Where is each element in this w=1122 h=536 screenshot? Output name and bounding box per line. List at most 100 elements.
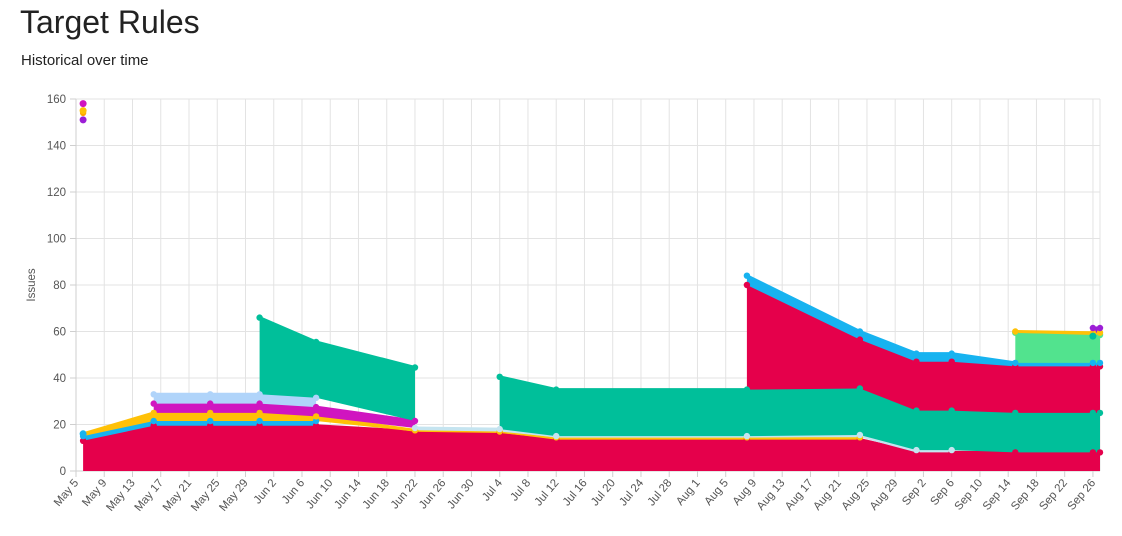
point-series-4 bbox=[1012, 409, 1019, 417]
point-series-0 bbox=[256, 422, 263, 429]
extra-point bbox=[79, 107, 87, 115]
point-series-3 bbox=[743, 432, 751, 440]
x-tick-label: Jul 16 bbox=[561, 477, 590, 508]
x-tick-label: Sep 10 bbox=[953, 477, 986, 513]
x-tick-label: Jul 4 bbox=[480, 477, 505, 504]
point-series-9 bbox=[743, 281, 751, 289]
point-series-3 bbox=[856, 431, 864, 439]
x-tick-label: Sep 26 bbox=[1066, 477, 1099, 513]
point-series-9 bbox=[948, 358, 955, 365]
area-series-9 bbox=[746, 285, 1100, 413]
x-tick-label: Jul 20 bbox=[589, 477, 618, 508]
point-series-1 bbox=[150, 417, 157, 425]
page-subtitle: Historical over time bbox=[21, 52, 149, 69]
x-tick-label: Sep 2 bbox=[900, 477, 929, 508]
point-series-12 bbox=[1096, 329, 1104, 336]
y-tick-label: 160 bbox=[47, 94, 66, 106]
y-axis-label: Issues bbox=[26, 268, 38, 301]
x-tick-label: Jun 18 bbox=[361, 477, 392, 511]
x-tick-label: Jul 12 bbox=[533, 477, 562, 508]
point-series-8 bbox=[312, 338, 320, 346]
point-series-2 bbox=[207, 409, 214, 417]
point-series-10 bbox=[913, 350, 920, 357]
x-tick-label: May 13 bbox=[104, 477, 137, 514]
point-series-7 bbox=[256, 391, 263, 398]
point-series-10 bbox=[856, 328, 864, 335]
point-series-1 bbox=[207, 417, 214, 425]
point-series-13 bbox=[1089, 324, 1097, 332]
area-series-4 bbox=[499, 376, 1100, 453]
area-series-5 bbox=[153, 403, 415, 428]
chart-points bbox=[79, 100, 1104, 456]
y-tick-label: 40 bbox=[53, 373, 66, 385]
point-series-0 bbox=[1096, 449, 1104, 456]
x-tick-label: Sep 6 bbox=[928, 477, 957, 508]
point-series-4 bbox=[743, 386, 751, 393]
area-series-1 bbox=[83, 421, 317, 441]
area-series-11 bbox=[1015, 332, 1100, 363]
point-series-4 bbox=[913, 407, 920, 414]
point-series-4 bbox=[553, 386, 560, 393]
x-tick-label: Sep 22 bbox=[1037, 477, 1070, 513]
x-tick-label: May 17 bbox=[133, 477, 166, 514]
point-series-9 bbox=[856, 336, 864, 343]
x-tick-label: Jul 28 bbox=[646, 477, 675, 508]
y-tick-label: 80 bbox=[53, 280, 66, 292]
point-series-5 bbox=[312, 403, 320, 411]
x-tick-label: May 29 bbox=[217, 477, 250, 514]
point-series-3 bbox=[948, 446, 955, 454]
point-series-4 bbox=[1089, 409, 1097, 417]
point-series-5 bbox=[150, 400, 157, 407]
x-tick-label: May 21 bbox=[161, 477, 194, 514]
x-tick-label: Aug 17 bbox=[783, 477, 816, 513]
point-series-2 bbox=[312, 413, 320, 420]
point-series-10 bbox=[1096, 359, 1104, 367]
area-series-8 bbox=[259, 317, 415, 421]
point-series-1 bbox=[256, 417, 263, 425]
x-tick-label: Aug 1 bbox=[674, 477, 703, 508]
point-series-4 bbox=[856, 385, 864, 392]
point-series-0 bbox=[79, 437, 87, 444]
y-tick-label: 100 bbox=[47, 234, 66, 246]
x-tick-label: Sep 14 bbox=[981, 477, 1014, 513]
point-series-8 bbox=[411, 364, 419, 371]
y-tick-label: 60 bbox=[53, 327, 66, 339]
x-tick-label: Aug 9 bbox=[731, 477, 760, 508]
y-axis-ticks: 0 20 40 60 80 100 120 140 160 bbox=[47, 94, 66, 478]
x-tick-label: Aug 25 bbox=[840, 477, 873, 513]
point-series-7 bbox=[312, 394, 320, 401]
y-tick-label: 120 bbox=[47, 187, 66, 199]
point-series-0 bbox=[1089, 449, 1097, 456]
page-title: Target Rules bbox=[20, 4, 200, 40]
point-series-10 bbox=[1089, 359, 1097, 367]
point-series-7 bbox=[207, 391, 214, 398]
x-tick-label: Jul 24 bbox=[617, 477, 646, 509]
point-series-4 bbox=[1096, 409, 1104, 417]
x-tick-label: May 5 bbox=[52, 477, 81, 509]
x-tick-label: Jun 6 bbox=[280, 477, 307, 506]
x-tick-label: Aug 29 bbox=[868, 477, 901, 513]
point-series-3 bbox=[553, 432, 560, 440]
area-series-2 bbox=[83, 412, 860, 440]
y-tick-label: 140 bbox=[47, 141, 66, 153]
point-series-10 bbox=[948, 350, 955, 357]
point-series-0 bbox=[207, 422, 214, 429]
x-tick-label: Jul 8 bbox=[508, 477, 533, 503]
point-series-8 bbox=[256, 314, 263, 321]
x-tick-label: Aug 13 bbox=[755, 477, 788, 513]
point-series-0 bbox=[312, 422, 320, 429]
point-series-2 bbox=[150, 409, 157, 417]
point-series-5 bbox=[256, 400, 263, 407]
area-series-7 bbox=[153, 394, 317, 408]
extra-point bbox=[79, 100, 87, 108]
extra-point bbox=[1089, 332, 1097, 340]
point-series-12 bbox=[1012, 328, 1019, 335]
x-tick-label: Jun 22 bbox=[389, 477, 420, 511]
x-tick-label: May 25 bbox=[189, 477, 222, 514]
point-series-10 bbox=[1012, 359, 1019, 367]
point-series-3 bbox=[496, 425, 503, 433]
line-series-12 bbox=[1015, 330, 1100, 335]
point-series-3 bbox=[411, 424, 419, 432]
